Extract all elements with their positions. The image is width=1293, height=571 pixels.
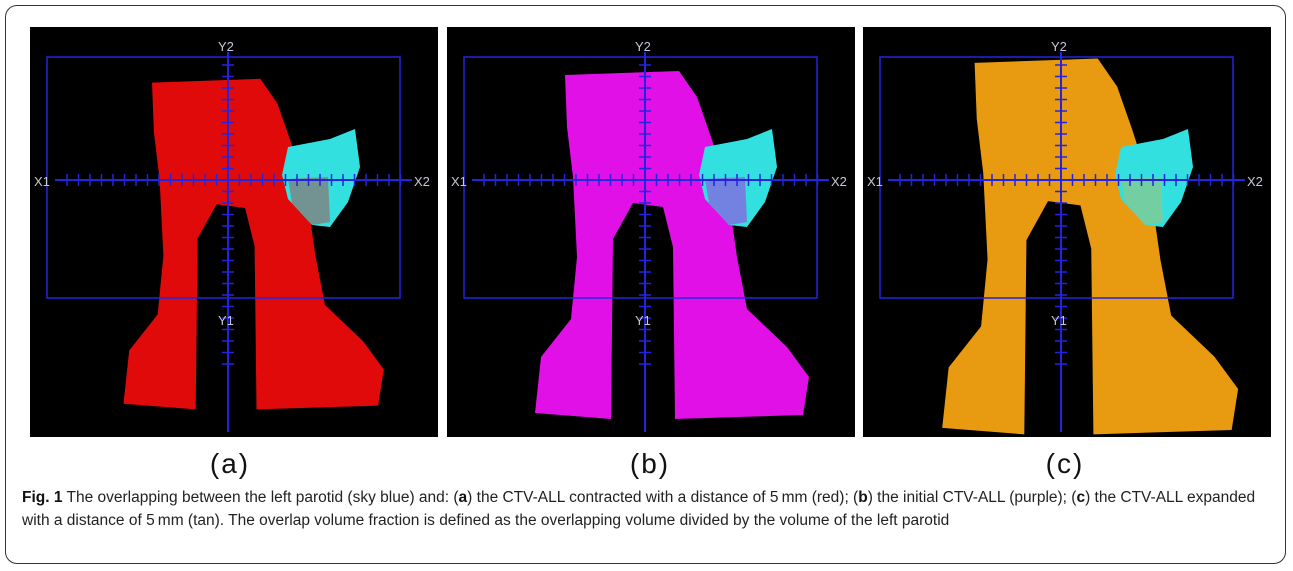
overlap-shape (288, 177, 330, 225)
figure-frame (5, 5, 1286, 564)
structure-shape (123, 78, 384, 410)
panel-svg: Y2 Y1 X1 X2 (451, 39, 847, 432)
caption-text: b (858, 489, 868, 506)
axis-label: X2 (831, 174, 847, 189)
panel-image: Y2 Y1 X1 X2 (447, 27, 855, 437)
caption-text: ) the CTV-ALL contracted with a distance… (467, 489, 859, 506)
figure-caption: Fig. 1 The overlapping between the left … (22, 486, 1272, 532)
overlap-shape (1121, 177, 1163, 225)
axis-label: X1 (34, 174, 50, 189)
panel-svg: Y2 Y1 X1 X2 (34, 39, 430, 432)
panel-image: Y2 Y1 X1 X2 (863, 27, 1271, 437)
axis-label: Y1 (635, 313, 651, 328)
overlap-shape (705, 177, 747, 225)
caption-text: The overlapping between the left parotid… (62, 489, 459, 506)
axis-label: X2 (414, 174, 430, 189)
caption-text: c (1076, 489, 1086, 506)
axis-label: Y1 (1051, 313, 1067, 328)
panel-image: Y2 Y1 X1 X2 (30, 27, 438, 437)
caption-text: a (458, 489, 468, 506)
structure-shape (535, 71, 809, 419)
axis-label: X1 (867, 174, 883, 189)
panel-label: (c) (1045, 448, 1085, 479)
caption-text: ) the CTV-ALL expanded with a distance o… (22, 489, 1256, 529)
panel-label: (a) (209, 448, 251, 479)
axis-label: Y2 (1051, 39, 1067, 54)
axis-label: Y2 (218, 39, 234, 54)
panel-label: (b) (629, 448, 671, 479)
axis-label: Y2 (635, 39, 651, 54)
structure-shape (942, 58, 1239, 435)
caption-label: Fig. 1 (22, 489, 63, 506)
axis-label: Y1 (218, 313, 234, 328)
caption-text: ) the initial CTV-ALL (purple); ( (867, 489, 1077, 506)
axis-label: X1 (451, 174, 467, 189)
axis-label: X2 (1247, 174, 1263, 189)
panel-svg: Y2 Y1 X1 X2 (867, 39, 1263, 435)
